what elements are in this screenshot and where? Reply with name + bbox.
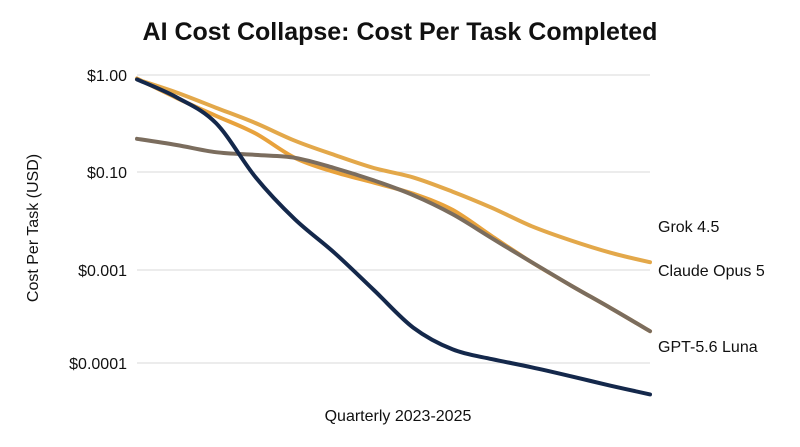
series-line-gpt-5-6-luna (135, 77, 652, 397)
series-labels: Grok 4.5 Claude Opus 5 GPT-5.6 Luna (658, 219, 765, 356)
gridlines (137, 74, 650, 364)
x-axis-label: Quarterly 2023-2025 (325, 408, 472, 425)
series-label: GPT-5.6 Luna (658, 339, 758, 356)
series-lines (135, 76, 652, 397)
series-label: Claude Opus 5 (658, 263, 765, 280)
y-tick-label: $0.10 (87, 165, 127, 182)
series-label: Grok 4.5 (658, 219, 719, 236)
series-line-claude-opus-5 (135, 136, 652, 334)
y-axis-label: Cost Per Task (USD) (25, 154, 42, 302)
y-tick-label: $1.00 (87, 68, 127, 85)
series-line-unlabeled (135, 76, 652, 334)
chart-title: AI Cost Collapse: Cost Per Task Complete… (142, 18, 658, 46)
series-line-grok-4-5 (135, 77, 652, 265)
y-tick-label: $0.001 (78, 263, 127, 280)
y-tick-label: $0.0001 (69, 356, 127, 373)
y-tick-labels: $1.00 $0.10 $0.001 $0.0001 (69, 68, 127, 373)
